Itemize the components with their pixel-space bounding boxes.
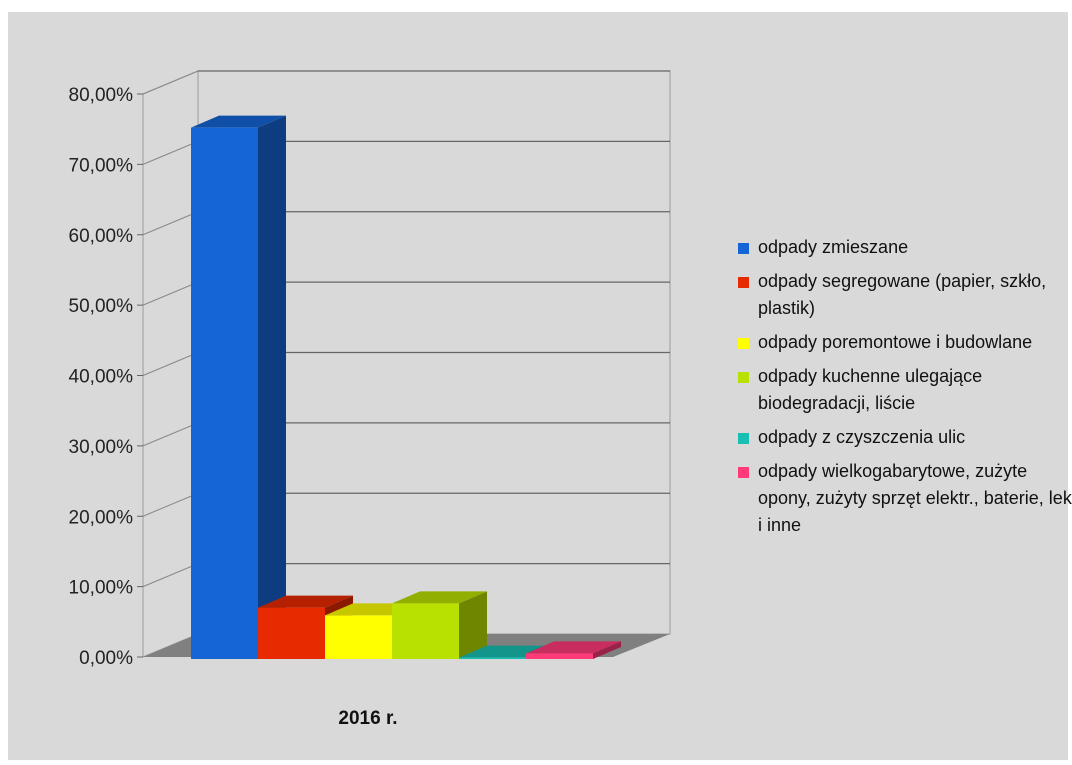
legend-label: odpady zmieszane xyxy=(758,237,909,257)
gridline-side xyxy=(142,352,199,376)
bar-side xyxy=(459,591,487,659)
y-tick-label: 50,00% xyxy=(69,296,134,317)
legend-item: odpady kuchenne ulegające biodegradacji,… xyxy=(738,363,1072,417)
gridline-side xyxy=(142,422,199,447)
y-tick-label: 80,00% xyxy=(69,85,134,106)
bar-front xyxy=(258,607,325,659)
y-tick-label: 20,00% xyxy=(69,507,134,528)
legend-label: odpady kuchenne ulegające biodegradacji,… xyxy=(758,366,983,413)
gridline-side xyxy=(142,281,199,306)
y-tick-label: 40,00% xyxy=(69,367,134,388)
legend-swatch xyxy=(738,372,749,383)
legend-item: odpady wielkogabarytowe, zużyte opony, z… xyxy=(738,458,1072,539)
bar-top xyxy=(392,591,487,604)
legend-label: odpady wielkogabarytowe, zużyte opony, z… xyxy=(758,461,1072,535)
gridline-side xyxy=(142,140,199,165)
chart-area: 0,00% 10,00% 20,00% 30,00% 40,00% 50,00% 60,00… xyxy=(8,12,1072,760)
legend-swatch xyxy=(738,467,749,478)
legend-swatch xyxy=(738,277,749,288)
bar-chart: 0,00% 10,00% 20,00% 30,00% 40,00% 50,00% 60,00… xyxy=(69,70,671,729)
legend-label: odpady z czyszczenia ulic xyxy=(758,427,966,447)
legend-swatch xyxy=(738,338,749,349)
bar-side xyxy=(258,115,286,659)
bar-top xyxy=(258,595,353,608)
legend-item: odpady zmieszane xyxy=(738,234,1072,261)
bar xyxy=(526,641,621,659)
bar-front xyxy=(526,653,593,659)
legend-item: odpady poremontowe i budowlane xyxy=(738,329,1072,356)
bar-front xyxy=(392,603,459,659)
category-label: 2016 r. xyxy=(338,708,397,729)
gridline-side xyxy=(142,492,199,517)
bar xyxy=(392,591,487,659)
y-tick-label: 30,00% xyxy=(69,437,134,458)
bar-front xyxy=(325,615,392,659)
bar xyxy=(191,115,286,659)
legend-item: odpady segregowane (papier, szkło, plast… xyxy=(738,268,1072,322)
legend-label: odpady poremontowe i budowlane xyxy=(758,332,1033,352)
bar-side xyxy=(593,641,621,659)
bars xyxy=(191,115,621,659)
bar-front xyxy=(459,657,526,659)
bar-top xyxy=(526,641,621,654)
bar-top xyxy=(191,115,286,128)
y-tick-label: 60,00% xyxy=(69,226,134,247)
gridline-side xyxy=(142,563,199,588)
legend-label: odpady segregowane (papier, szkło, plast… xyxy=(758,271,1047,318)
y-axis-ticks: 0,00% 10,00% 20,00% 30,00% 40,00% 50,00% 60,00… xyxy=(69,85,143,669)
legend-swatch xyxy=(738,433,749,444)
legend-swatch xyxy=(738,243,749,254)
gridline-side xyxy=(142,70,199,95)
legend: odpady zmieszane odpady segregowane (papi… xyxy=(738,234,1072,546)
y-tick-label: 70,00% xyxy=(69,155,134,176)
y-tick-label: 10,00% xyxy=(69,578,134,599)
gridline-side xyxy=(142,211,199,236)
y-tick-label: 0,00% xyxy=(79,648,133,669)
bar-front xyxy=(191,127,258,659)
legend-item: odpady z czyszczenia ulic xyxy=(738,424,1072,451)
